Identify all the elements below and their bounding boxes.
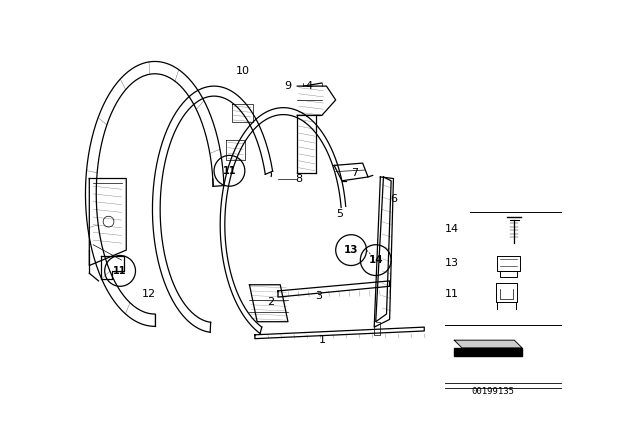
Polygon shape <box>454 340 522 348</box>
Text: 9: 9 <box>284 81 292 91</box>
Text: 11: 11 <box>445 289 459 299</box>
Text: 13: 13 <box>445 258 459 268</box>
Text: 11: 11 <box>113 266 127 276</box>
Text: 8: 8 <box>295 173 302 184</box>
Text: 14: 14 <box>369 255 383 265</box>
Text: 2: 2 <box>267 297 274 307</box>
Text: 6: 6 <box>390 194 397 203</box>
Text: 00199135: 00199135 <box>471 387 515 396</box>
Text: 4: 4 <box>305 81 312 91</box>
Text: 5: 5 <box>336 209 343 219</box>
Text: 12: 12 <box>142 289 156 299</box>
Text: 1: 1 <box>318 335 325 345</box>
Text: 7: 7 <box>351 168 358 178</box>
Text: 11: 11 <box>223 166 236 176</box>
Text: 14: 14 <box>445 224 459 234</box>
Polygon shape <box>454 348 522 356</box>
Text: 13: 13 <box>344 245 358 255</box>
Text: 3: 3 <box>316 291 323 302</box>
Text: 10: 10 <box>236 66 250 76</box>
